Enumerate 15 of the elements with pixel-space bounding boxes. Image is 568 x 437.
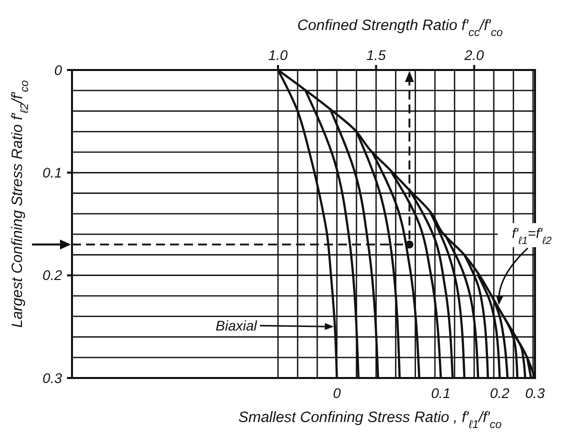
annotation: f′$_{ℓ1}$=f′$_{ℓ2}$ <box>512 225 552 248</box>
annotation: 0.1 <box>431 385 451 401</box>
x-axis-title: Confined Strength Ratio f′$_{cc}$/f′$_{co}$ <box>297 17 503 39</box>
x-tick-label: 2.0 <box>463 47 484 63</box>
y-tick-label: 0.1 <box>42 164 62 181</box>
y-tick-label: 0.2 <box>42 267 62 284</box>
y-tick-label: 0.3 <box>42 370 62 386</box>
annotation: 0.2 <box>490 385 510 401</box>
text: Smallest Confining Stress Ratio , f′$_{ℓ1}$/f′$_{co}$ <box>238 409 502 431</box>
x-tick-label: 1.0 <box>268 47 288 63</box>
x-tick-label: 1.5 <box>366 47 386 63</box>
annotation: 0.3 <box>525 385 545 401</box>
y-tick-label: 0 <box>54 62 62 78</box>
annotation: 0 <box>332 385 341 401</box>
annotation: Biaxial <box>216 318 258 334</box>
